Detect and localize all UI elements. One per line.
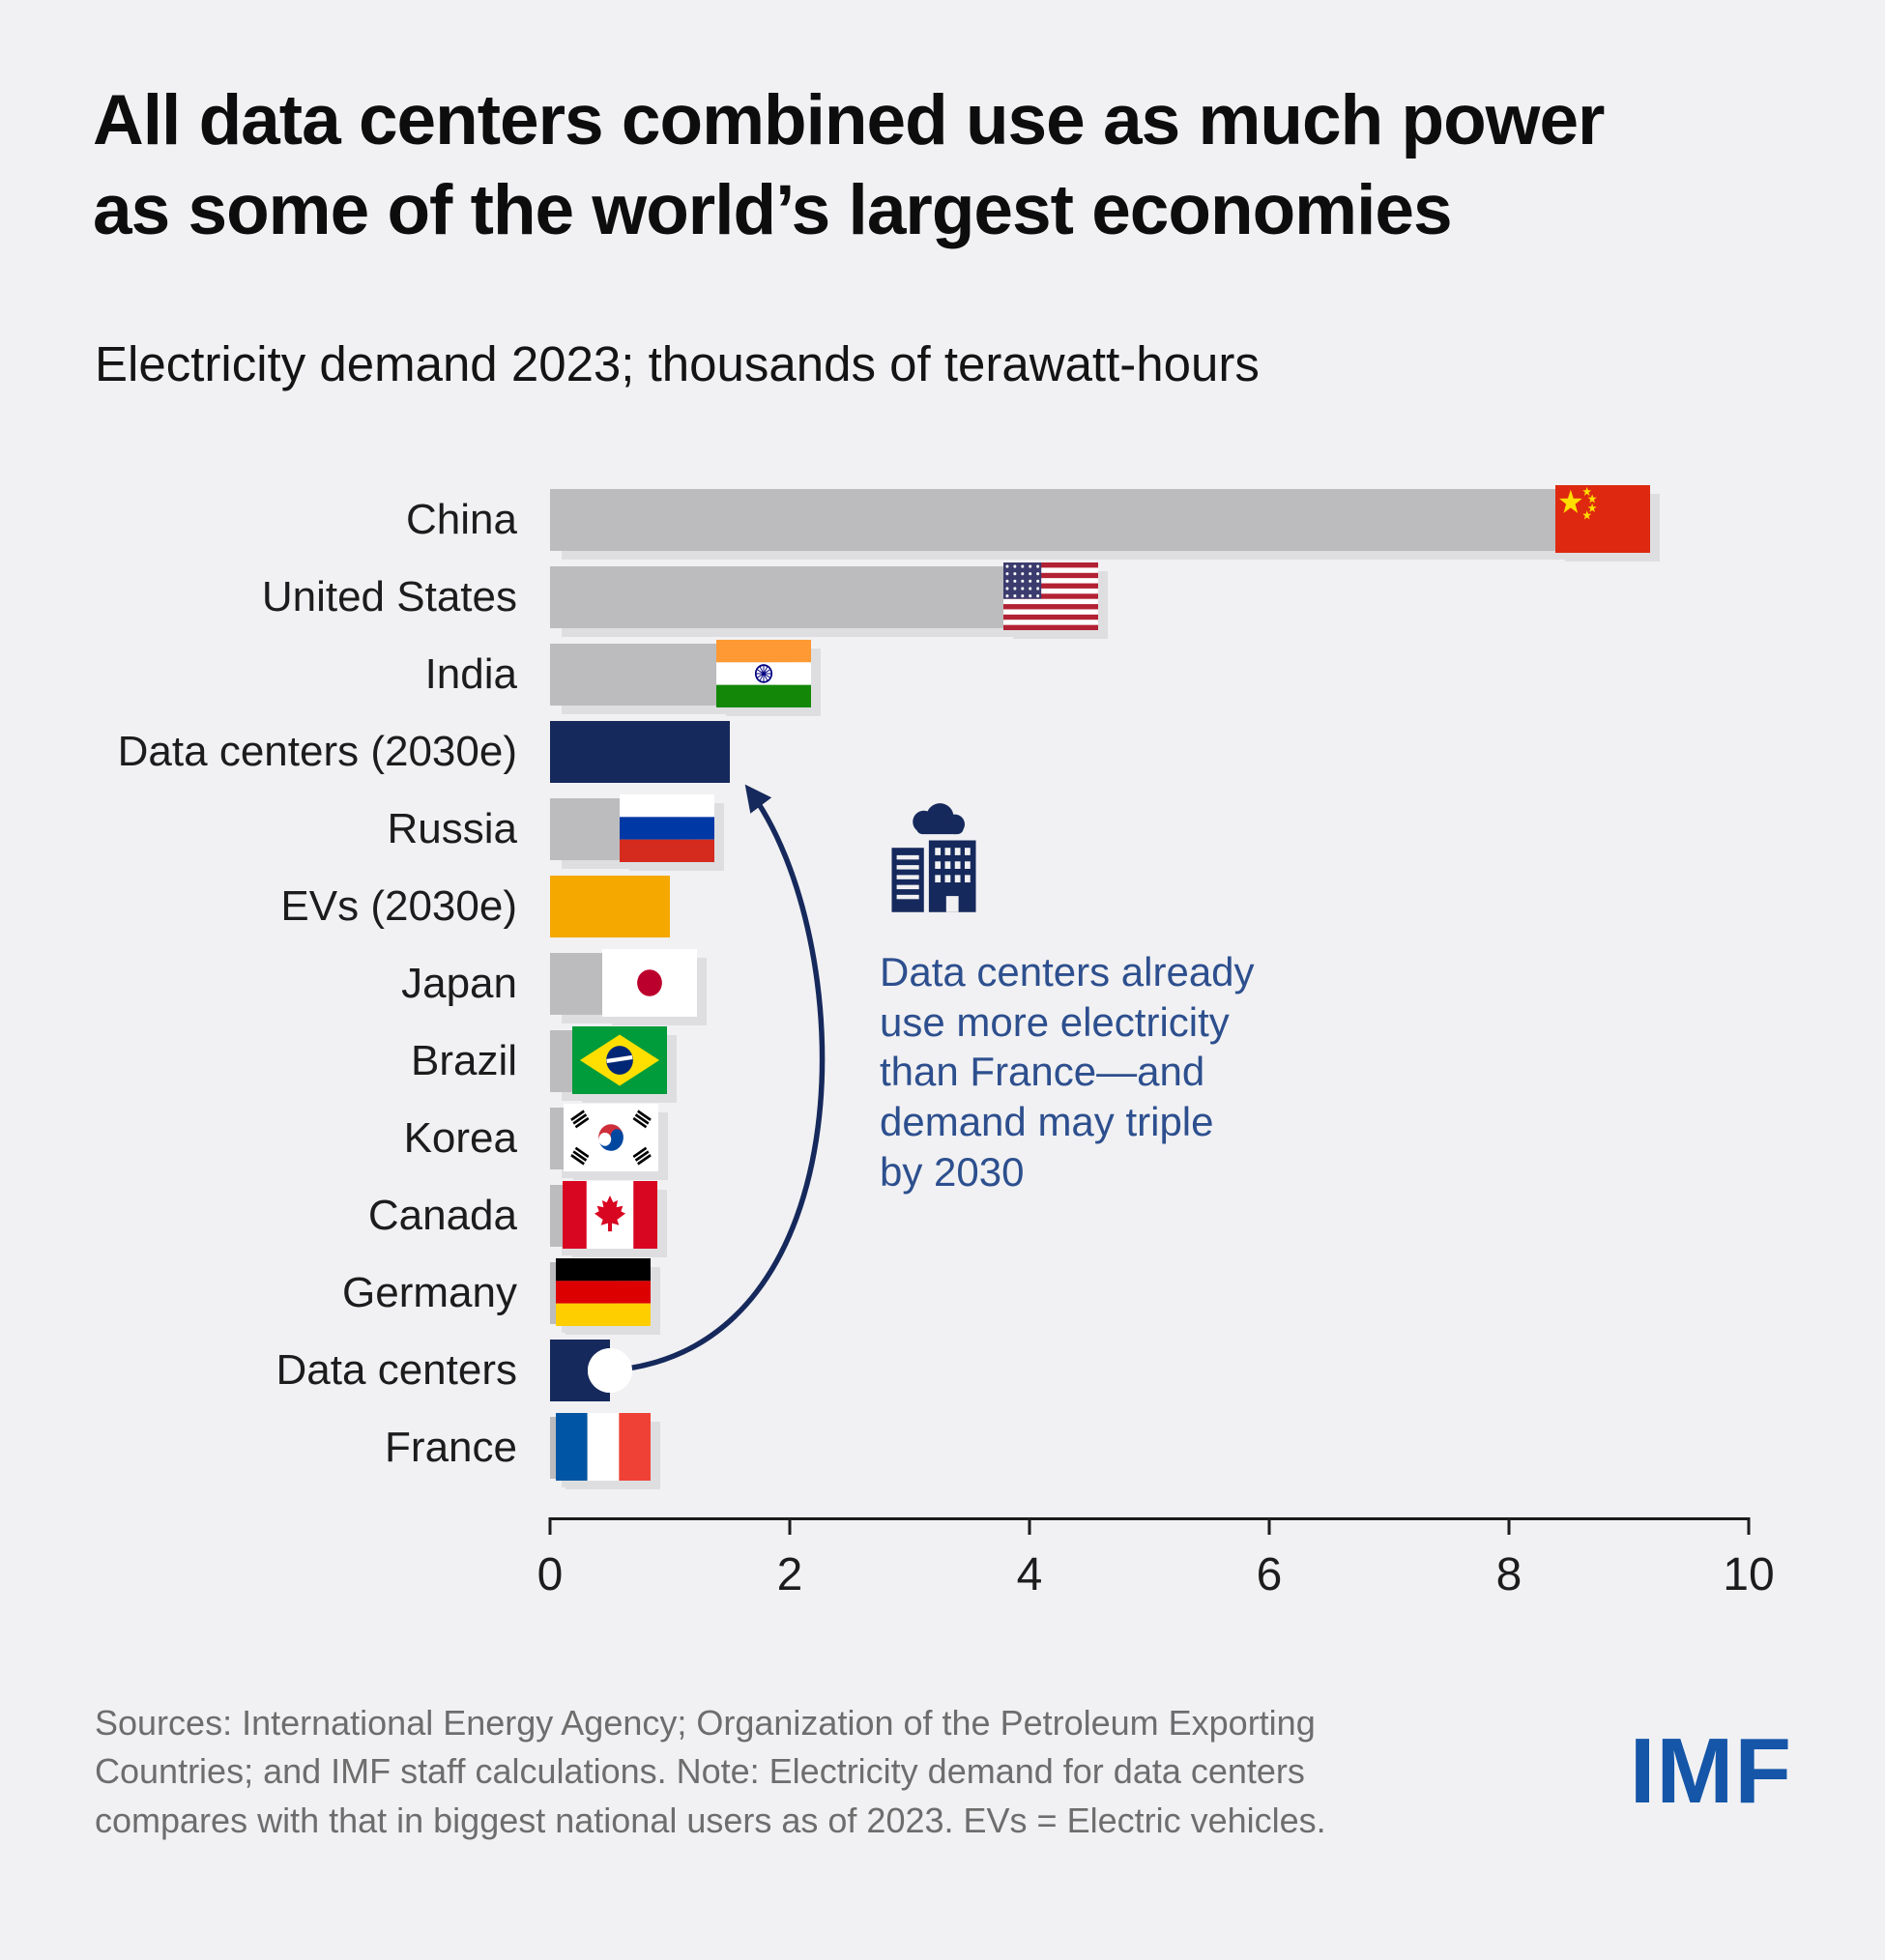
- axis-tick-label: 0: [536, 1548, 564, 1600]
- annotation-text: Data centers already use more electricit…: [880, 948, 1255, 1195]
- bar-label: United States: [261, 572, 517, 620]
- bar-row: China: [0, 481, 1885, 559]
- russia-flag: [620, 793, 715, 862]
- korea-flag: [564, 1103, 659, 1171]
- imf-logo: IMF: [1629, 1718, 1792, 1823]
- france-flag: [556, 1412, 651, 1481]
- axis-tick-label: 4: [1016, 1548, 1043, 1600]
- axis-tick: [1028, 1516, 1031, 1535]
- bar-track: [550, 1332, 1749, 1409]
- bar-label: Japan: [401, 959, 517, 1007]
- bar-label: Korea: [403, 1113, 517, 1162]
- bar-label: France: [385, 1423, 517, 1471]
- japan-flag: [601, 948, 697, 1017]
- bar-label: EVs (2030e): [280, 881, 517, 930]
- axis-tick-label: 8: [1495, 1548, 1522, 1600]
- axis-tick: [1267, 1516, 1271, 1535]
- bar-row: Data centers (2030e): [0, 713, 1885, 791]
- axis-tick-label: 6: [1256, 1548, 1283, 1600]
- bar-track: [550, 868, 1749, 945]
- bar-row: United States: [0, 559, 1885, 636]
- axis-tick: [548, 1516, 552, 1535]
- bar-row: India: [0, 636, 1885, 713]
- bar-row: Germany: [0, 1254, 1885, 1332]
- axis-tick: [1507, 1516, 1511, 1535]
- chart-subtitle: Electricity demand 2023; thousands of te…: [95, 335, 1260, 391]
- germany-flag: [556, 1257, 651, 1326]
- bar: [550, 565, 1066, 628]
- bar-track: [550, 791, 1749, 868]
- axis-tick-label: 2: [776, 1548, 803, 1600]
- bar-track: [550, 636, 1749, 713]
- x-axis-line: [550, 1516, 1749, 1520]
- axis-tick: [1747, 1516, 1751, 1535]
- bar-track: [550, 713, 1749, 791]
- bar-label: China: [406, 495, 517, 543]
- canada-flag: [562, 1180, 657, 1249]
- bar: [550, 488, 1617, 551]
- bar-track: [550, 1409, 1749, 1486]
- footer: Sources: International Energy Agency; Or…: [95, 1699, 1792, 1845]
- bar-label: Brazil: [410, 1036, 517, 1084]
- axis-tick: [788, 1516, 792, 1535]
- bar-label: Data centers (2030e): [117, 727, 517, 775]
- bar-label: Data centers: [276, 1345, 517, 1394]
- bar-track: [550, 1254, 1749, 1332]
- bar-label: Germany: [342, 1268, 517, 1316]
- brazil-flag: [571, 1025, 667, 1094]
- bar-row: Data centers: [0, 1332, 1885, 1409]
- bar-row: France: [0, 1409, 1885, 1486]
- china-flag: [1554, 484, 1650, 553]
- bar-label: Russia: [387, 804, 518, 852]
- bar-label: India: [424, 649, 517, 698]
- data-center-building-icon: [891, 802, 976, 912]
- bar: [550, 875, 670, 937]
- source-note: Sources: International Energy Agency; Or…: [95, 1702, 1326, 1840]
- us-flag: [1003, 562, 1099, 630]
- india-flag: [715, 639, 811, 707]
- bar-track: [550, 559, 1749, 636]
- bar-label: Canada: [367, 1191, 517, 1239]
- bar-chart: China United States India Data centers (203…: [0, 481, 1885, 1643]
- highlight-marker: [588, 1347, 632, 1393]
- axis-tick-label: 10: [1723, 1548, 1775, 1600]
- x-axis: 0 2 4 6 8 10: [537, 1516, 1775, 1643]
- bar: [550, 720, 730, 783]
- bar-track: [550, 481, 1749, 559]
- chart-title: All data centers combined use as much po…: [93, 81, 1605, 250]
